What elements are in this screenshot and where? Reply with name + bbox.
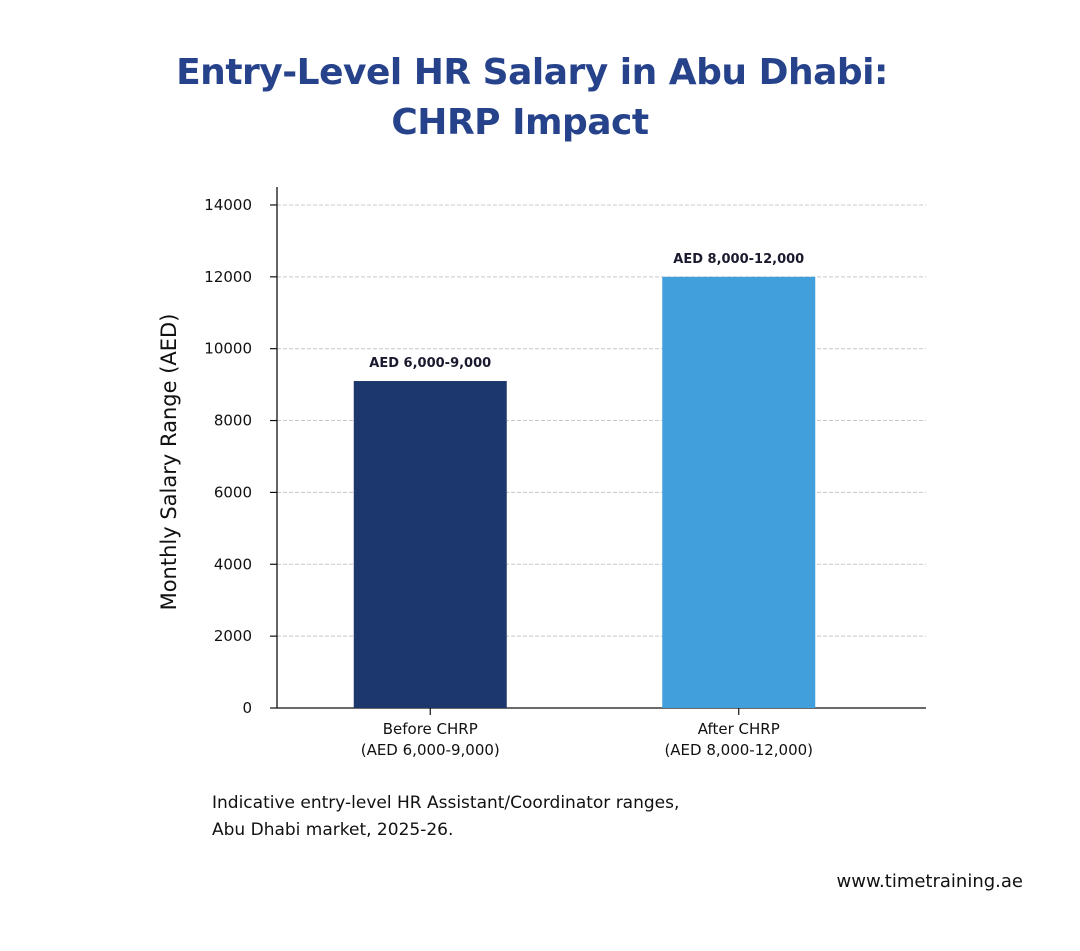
x-category-label: Before CHRP [383, 720, 478, 738]
y-tick-label: 14000 [204, 196, 252, 214]
website-url: www.timetraining.ae [836, 871, 1023, 892]
chart-caption: Indicative entry-level HR Assistant/Coor… [212, 790, 679, 844]
y-tick-label: 8000 [214, 412, 252, 430]
bar [353, 381, 507, 708]
bar [662, 276, 816, 708]
y-tick-label: 10000 [204, 340, 252, 358]
y-tick-label: 12000 [204, 268, 252, 286]
y-axis-title: Monthly Salary Range (AED) [157, 314, 181, 611]
y-tick-label: 2000 [214, 627, 252, 645]
y-tick-label: 6000 [214, 483, 252, 501]
caption-line-1: Indicative entry-level HR Assistant/Coor… [212, 793, 680, 813]
x-category-label: (AED 6,000-9,000) [361, 741, 500, 759]
y-tick-label: 0 [242, 699, 252, 717]
chart-title-line-2: CHRP Impact [391, 102, 649, 143]
y-tick-label: 4000 [214, 555, 252, 573]
chart-title-line-1: Entry-Level HR Salary in Abu Dhabi: [176, 52, 888, 93]
x-category-label: After CHRP [698, 720, 780, 738]
bar-data-label: AED 8,000-12,000 [673, 252, 804, 267]
bar-data-label: AED 6,000-9,000 [369, 356, 491, 371]
caption-line-2: Abu Dhabi market, 2025-26. [212, 820, 454, 840]
x-category-label: (AED 8,000-12,000) [664, 741, 813, 759]
